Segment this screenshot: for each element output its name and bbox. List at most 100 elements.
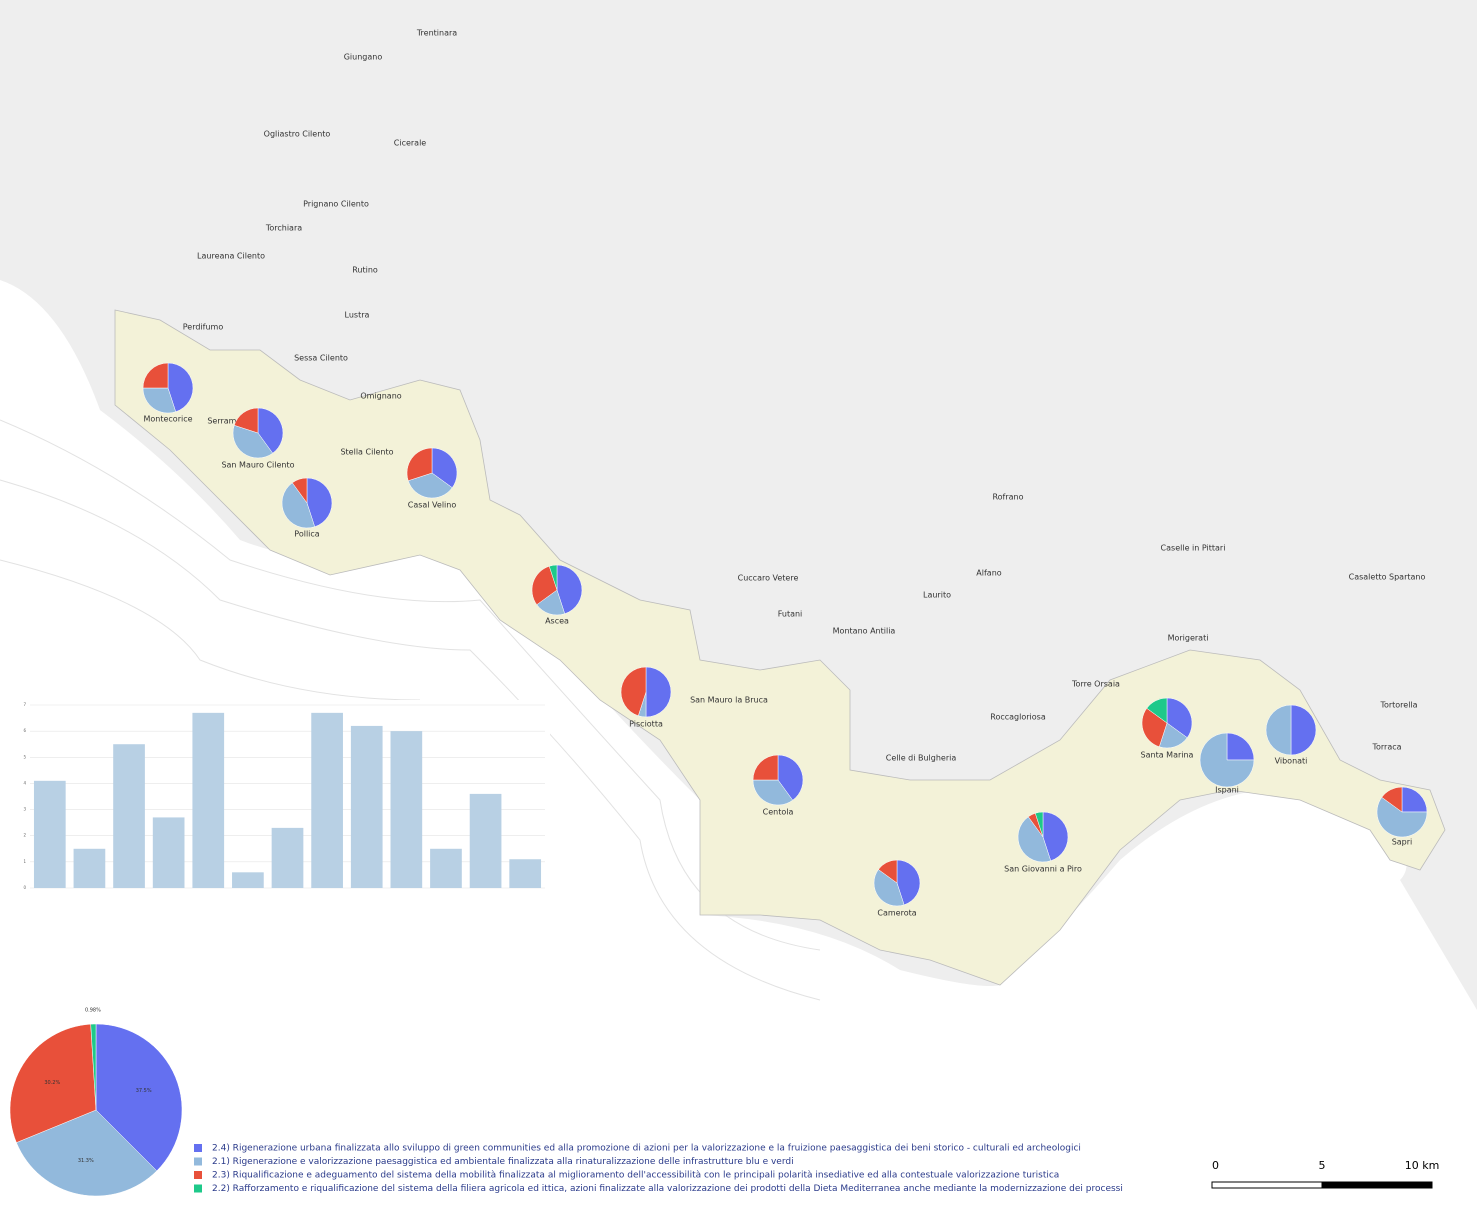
pie-slice: [95, 1023, 183, 1172]
bar: [311, 712, 343, 888]
pie-slice: [1376, 796, 1428, 838]
y-tick-label: 2: [23, 833, 26, 838]
y-tick-label: 6: [23, 728, 26, 733]
place-label: San Mauro Cilento: [221, 461, 294, 470]
bar: [271, 827, 304, 888]
bar: [33, 780, 66, 888]
place-label: Montano Antilia: [833, 627, 896, 636]
bar: [113, 744, 145, 888]
bar: [232, 872, 264, 888]
place-label: Caselle in Pittari: [1161, 544, 1226, 553]
bar: [152, 817, 185, 888]
place-label: Centola: [763, 808, 794, 817]
place-label: San Mauro la Bruca: [690, 696, 768, 705]
pie-slice: [1141, 707, 1168, 748]
scale-bar-white: [1211, 1181, 1323, 1189]
pie-slice: [1199, 732, 1255, 788]
pie-slice: [878, 859, 898, 884]
scale-bar-black: [1321, 1181, 1433, 1189]
place-label: San Giovanni a Piro: [1004, 865, 1082, 874]
legend-swatch: [194, 1157, 202, 1166]
pie-slice: [16, 1109, 158, 1197]
bar: [469, 793, 502, 888]
y-tick-label: 3: [23, 807, 26, 812]
pie-slice: [167, 362, 194, 413]
pie-slice: [645, 666, 672, 718]
pie-slice: [556, 564, 583, 615]
pie-slice: [531, 565, 558, 606]
pie-slice: [407, 472, 453, 499]
place-label: Casal Velino: [408, 501, 457, 510]
y-tick-label: 7: [23, 702, 26, 707]
pie-slice: [257, 407, 284, 454]
place-label: Cicerale: [394, 139, 427, 148]
pie-slice: [1042, 811, 1069, 862]
place-label: Rofrano: [992, 493, 1023, 502]
place-label: Torraca: [1371, 743, 1401, 752]
place-label: Vibonati: [1275, 757, 1308, 766]
pie-slice: [306, 477, 333, 528]
place-label: Ispani: [1215, 786, 1239, 795]
pie-slice: [406, 447, 433, 482]
place-label: Montecorice: [143, 415, 192, 424]
y-tick-label: 0: [23, 885, 26, 890]
legend-swatch: [194, 1144, 202, 1152]
pie-value-label: 37.5%: [136, 1088, 152, 1094]
pie-slice: [431, 447, 458, 489]
pie-slice: [1290, 704, 1317, 756]
contours: [0, 419, 821, 1001]
place-label: Stella Cilento: [340, 448, 393, 457]
pie-slice: [1146, 697, 1168, 724]
pie-value-label: 30.2%: [44, 1080, 60, 1086]
pie-slice: [1265, 704, 1292, 756]
pie-value-label: 31.3%: [78, 1158, 94, 1164]
pie-slice: [142, 387, 177, 414]
legend-label: 2.1) Rigenerazione e valorizzazione paes…: [212, 1157, 794, 1167]
bar: [350, 725, 383, 888]
scale-label: 0: [1212, 1159, 1219, 1172]
pie-slice: [1166, 697, 1193, 739]
bar: [73, 848, 106, 888]
pie-slice: [1034, 811, 1044, 838]
bar: [509, 859, 542, 888]
pie-slice: [281, 482, 316, 529]
pie-slice: [548, 564, 558, 591]
legend-label: 2.2) Rafforzamento e riqualificazione de…: [212, 1184, 1123, 1194]
place-label: Futani: [778, 610, 803, 619]
place-label: Roccagloriosa: [990, 713, 1046, 722]
place-label: Laureana Cilento: [197, 252, 265, 261]
place-label: Giungano: [344, 53, 383, 62]
pie-slice: [896, 859, 921, 906]
place-label: Torchiara: [265, 224, 302, 233]
legend-label: 2.3) Riqualificazione e adeguamento del …: [212, 1171, 1059, 1181]
bar: [430, 848, 462, 888]
legend-swatch: [194, 1171, 202, 1179]
pie-slice: [752, 754, 779, 781]
pie-slice: [1017, 816, 1052, 863]
scale-label: 10 km: [1405, 1159, 1440, 1172]
place-label: Prignano Cilento: [303, 200, 369, 209]
y-tick-label: 4: [23, 780, 26, 785]
pie-slice: [1226, 732, 1255, 761]
pie-slice: [90, 1023, 97, 1111]
pie-slice: [752, 779, 794, 806]
pie-slice: [291, 477, 308, 504]
pie-value-label: 0.98%: [85, 1008, 101, 1014]
place-label: Lustra: [345, 311, 370, 320]
legend-swatch: [194, 1184, 202, 1193]
bar: [390, 731, 423, 888]
y-tick-label: 1: [23, 859, 26, 864]
place-label: Santa Marina: [1141, 751, 1194, 760]
place-label: Camerota: [877, 909, 916, 918]
place-label: Cuccaro Vetere: [738, 574, 799, 583]
place-label: Torre Orsaia: [1071, 680, 1120, 689]
place-label: Ascea: [545, 617, 569, 626]
pie-slice: [1381, 786, 1403, 813]
scale-label: 5: [1319, 1159, 1326, 1172]
y-tick-label: 5: [23, 754, 26, 759]
legend-label: 2.4) Rigenerazione urbana finalizzata al…: [212, 1144, 1081, 1154]
pie-slice: [873, 869, 905, 907]
place-label: Ogliastro Cilento: [264, 130, 331, 139]
place-label: Sapri: [1392, 838, 1413, 847]
